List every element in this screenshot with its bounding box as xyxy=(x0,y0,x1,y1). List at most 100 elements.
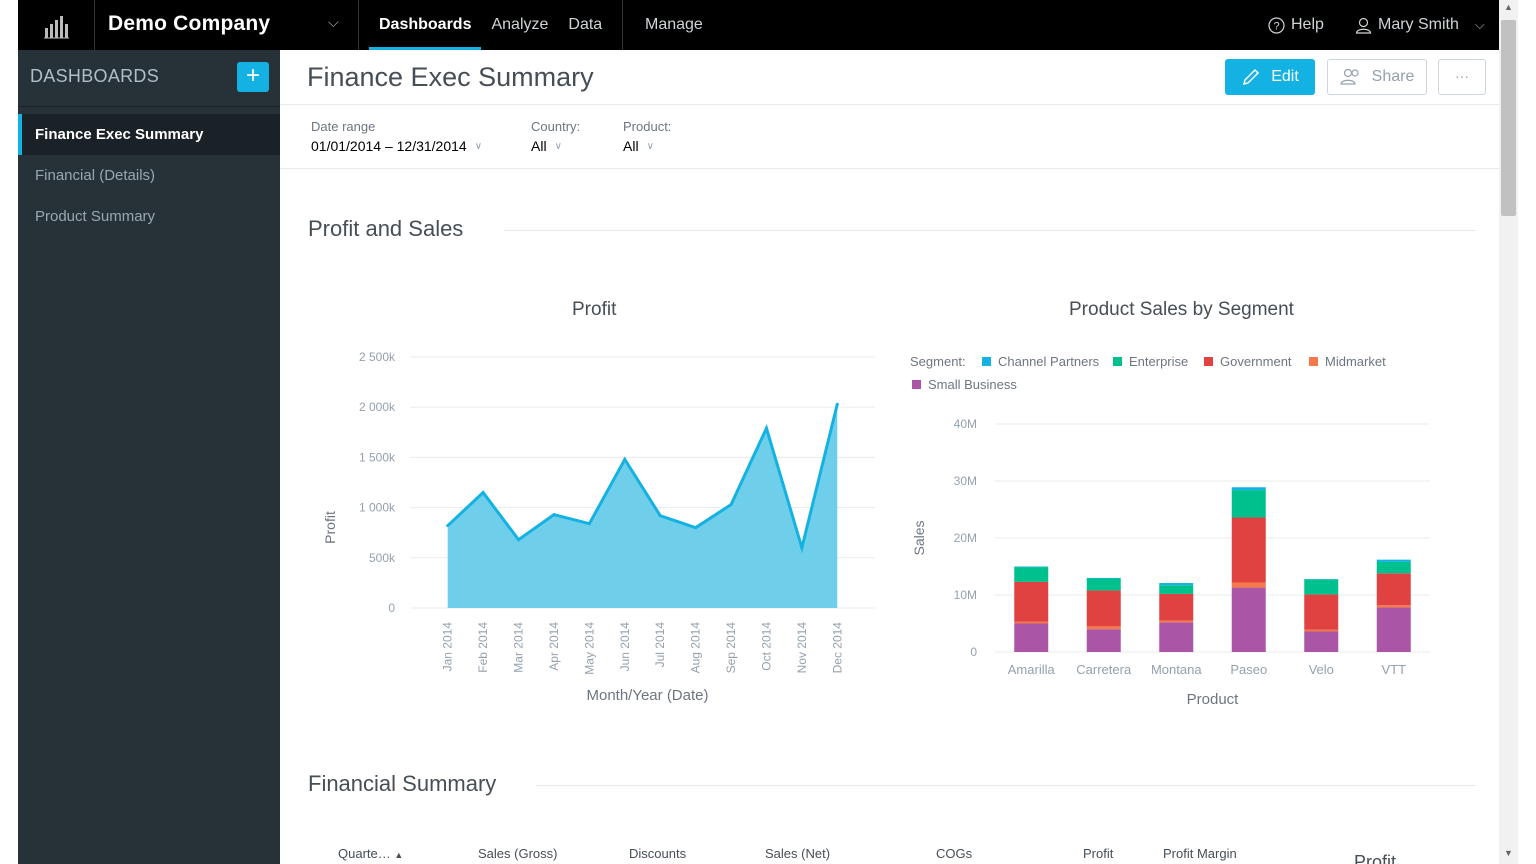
data-point xyxy=(481,491,485,495)
x-tick-label: Feb 2014 xyxy=(476,622,490,673)
legend-swatch xyxy=(1204,357,1213,366)
legend-swatch xyxy=(1309,357,1318,366)
section-rule xyxy=(536,785,1476,786)
data-point xyxy=(517,538,521,542)
nav-data[interactable]: Data xyxy=(568,16,603,33)
user-icon xyxy=(1355,17,1372,34)
y-tick-label: 0 xyxy=(970,645,977,659)
bar-segment xyxy=(1159,583,1194,586)
logo[interactable] xyxy=(18,0,95,50)
divider xyxy=(280,168,1499,169)
x-tick-label: Carretera xyxy=(1076,662,1132,677)
divider xyxy=(18,106,280,107)
x-axis-label: Month/Year (Date) xyxy=(586,687,708,704)
table-header-cogs[interactable]: COGs xyxy=(936,846,973,861)
scroll-down-arrow-icon[interactable]: ▼ xyxy=(1504,848,1513,858)
data-point xyxy=(694,526,698,530)
sidebar-item-finance-exec-summary[interactable]: Finance Exec Summary xyxy=(18,114,280,155)
edit-button[interactable]: Edit xyxy=(1225,59,1315,95)
divider xyxy=(280,104,1499,105)
bar-segment xyxy=(1231,487,1266,491)
next-chart-title-profit: Profit xyxy=(1354,852,1397,864)
chevron-down-icon: ∨ xyxy=(474,140,483,152)
chart-title-product-sales: Product Sales by Segment xyxy=(1069,299,1294,320)
bar-segment xyxy=(1304,579,1339,580)
y-tick-label: 1 500k xyxy=(359,450,396,464)
filter-country[interactable]: Country: All ∨ xyxy=(531,119,580,154)
scroll-thumb[interactable] xyxy=(1501,20,1516,216)
nav-analyze[interactable]: Analyze xyxy=(491,16,549,33)
legend-entry: Enterprise xyxy=(1129,354,1188,369)
top-navigation-bar: Demo Company ⌵ Dashboards Analyze Data M… xyxy=(18,0,1499,50)
main-nav: Dashboards Analyze Data xyxy=(369,0,612,50)
bar-segment xyxy=(1376,561,1411,574)
bar-segment xyxy=(1014,621,1049,624)
data-point xyxy=(800,546,804,550)
sidebar-item-product-summary[interactable]: Product Summary xyxy=(35,208,156,225)
divider xyxy=(358,0,359,50)
table-header-label: Quarte… xyxy=(338,846,391,861)
y-axis-label: Profit xyxy=(322,511,338,544)
bar-segment xyxy=(1304,629,1339,632)
data-point xyxy=(552,513,556,517)
bar-chart-logo-icon xyxy=(44,16,69,39)
x-tick-label: Amarilla xyxy=(1008,662,1056,677)
users-icon xyxy=(1339,68,1359,85)
x-tick-label: Dec 2014 xyxy=(830,622,844,674)
legend-swatch xyxy=(1113,357,1122,366)
scrollbar[interactable]: ▲ ▼ xyxy=(1499,0,1518,864)
filter-product[interactable]: Product: All ∨ xyxy=(623,119,671,154)
legend-entry: Small Business xyxy=(928,377,1017,392)
y-tick-label: 20M xyxy=(954,531,977,545)
x-tick-label: Nov 2014 xyxy=(795,622,809,674)
data-point xyxy=(835,402,839,406)
chevron-down-icon: ∨ xyxy=(646,140,654,152)
bar-segment xyxy=(1014,623,1049,652)
help-circle-icon: ? xyxy=(1268,16,1285,34)
chevron-down-icon[interactable]: ⌵ xyxy=(328,14,339,30)
section-rule xyxy=(504,230,1476,231)
y-tick-label: 1 000k xyxy=(359,501,396,515)
bar-segment xyxy=(1014,581,1049,622)
bar-segment xyxy=(1159,593,1194,621)
bar-segment xyxy=(1376,573,1411,606)
more-options-button[interactable]: ··· xyxy=(1438,59,1486,95)
product-sales-stacked-bar-chart: Segment: Channel Partners Enterprise Govern… xyxy=(910,354,1430,708)
x-tick-label: Aug 2014 xyxy=(689,622,703,674)
y-tick-label: 2 500k xyxy=(359,350,396,364)
table-header-sales-gross[interactable]: Sales (Gross) xyxy=(478,846,558,861)
table-header-sales-net[interactable]: Sales (Net) xyxy=(765,846,831,861)
section-title-profit-sales: Profit and Sales xyxy=(308,216,464,241)
add-dashboard-button[interactable]: + xyxy=(237,62,269,92)
profit-area xyxy=(447,404,838,608)
sidebar-item-financial-details[interactable]: Financial (Details) xyxy=(35,167,156,184)
profit-area-chart: 0 500k 1 000k 1 500k 2 000k 2 500k Jan 2014 Feb… xyxy=(322,350,875,704)
x-tick-label: Jun 2014 xyxy=(618,622,632,672)
filter-date-range[interactable]: Date range 01/01/2014 – 12/31/2014 ∨ xyxy=(311,119,482,154)
chevron-down-icon: ∨ xyxy=(554,140,562,152)
help-link[interactable]: ? Help xyxy=(1268,0,1324,50)
profit-line xyxy=(446,403,839,554)
table-header-quarter[interactable]: Quarte… ▲ xyxy=(338,846,403,861)
dashboard-content: Finance Exec Summary Edit Share ··· Date… xyxy=(280,50,1499,864)
data-point xyxy=(729,503,733,507)
nav-manage[interactable]: Manage xyxy=(645,16,703,33)
user-menu[interactable]: Mary Smith ⌵ xyxy=(1355,0,1485,50)
scroll-up-arrow-icon[interactable]: ▲ xyxy=(1504,2,1513,12)
section-title-financial-summary: Financial Summary xyxy=(308,771,497,796)
bar-segment xyxy=(1231,490,1266,518)
filter-label: Date range xyxy=(311,119,376,134)
company-name[interactable]: Demo Company xyxy=(108,12,271,35)
table-header-profit[interactable]: Profit xyxy=(1083,846,1114,861)
x-tick-label: Apr 2014 xyxy=(547,622,561,671)
table-header-profit-margin[interactable]: Profit Margin xyxy=(1163,846,1237,861)
legend-swatch xyxy=(982,357,991,366)
data-point xyxy=(764,426,768,430)
sidebar-header: DASHBOARDS xyxy=(30,66,160,86)
nav-dashboards[interactable]: Dashboards xyxy=(369,0,482,50)
sort-asc-icon: ▲ xyxy=(394,850,404,860)
share-button[interactable]: Share xyxy=(1327,59,1427,95)
table-header-discounts[interactable]: Discounts xyxy=(629,846,687,861)
x-tick-label: Jan 2014 xyxy=(441,622,455,672)
bar-segment xyxy=(1304,594,1339,630)
